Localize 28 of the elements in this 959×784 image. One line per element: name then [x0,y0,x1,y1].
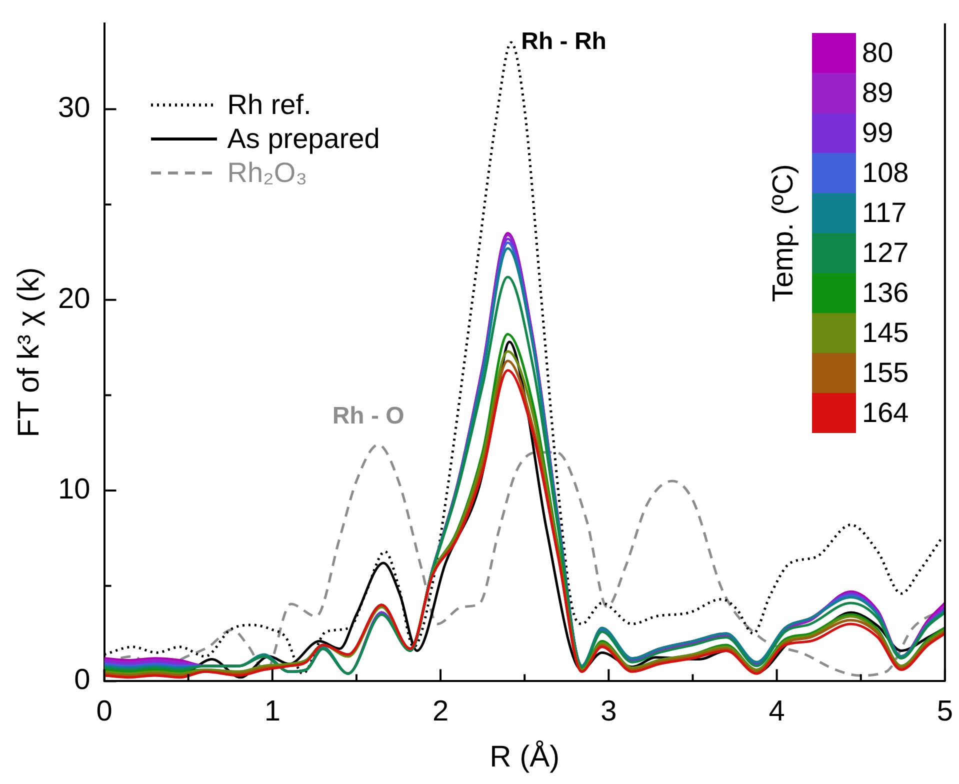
legend-label: 117 [862,197,907,229]
legend-label: 164 [862,397,909,429]
legend-label: 145 [862,317,909,349]
legend-label: 99 [862,117,894,149]
y-tick-label: 30 [58,92,90,124]
annotation: Rh - Rh [521,28,606,56]
x-tick-label: 3 [600,696,617,728]
y-axis-title: FT of k³ χ (k) [12,267,46,438]
legend-label: As prepared [227,122,380,156]
legend-label: 155 [862,357,909,389]
legend-label: 89 [862,77,894,109]
x-tick-label: 1 [264,696,280,728]
x-axis-title: R (Å) [490,739,560,774]
x-tick-label: 0 [96,696,112,728]
x-tick-label: 5 [936,696,954,728]
legend-label: 127 [862,237,909,269]
legend-label: 136 [862,277,909,309]
legend-label: Rh₂O₃ [227,156,308,190]
y-tick-label: 20 [58,282,90,315]
legend-label: 108 [862,157,909,189]
legend-label: Rh ref. [227,88,312,122]
legend-label: 80 [862,37,894,69]
x-tick-label: 4 [768,696,785,728]
y-tick-label: 10 [58,474,90,506]
annotation: Rh - O [332,402,404,430]
x-tick-label: 2 [432,696,449,728]
legend-title: Temp. (ºC) [768,164,800,302]
y-tick-label: 0 [74,664,90,696]
